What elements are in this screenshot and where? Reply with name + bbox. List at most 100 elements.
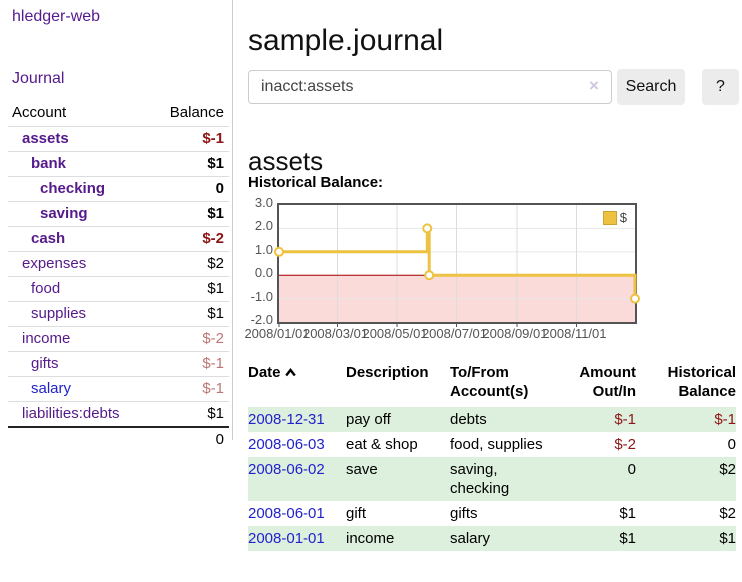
transaction-balance: 0 (727, 436, 736, 453)
accounts-total-balance: 0 (215, 431, 224, 448)
data-point-marker (422, 223, 433, 234)
account-link-gifts[interactable]: gifts (31, 355, 59, 372)
description-column-header: Description (346, 364, 429, 381)
x-axis-tick-label: 2008/03/01 (302, 326, 369, 341)
chart-heading: Historical Balance: (248, 174, 384, 191)
sort-ascending-icon (284, 363, 296, 382)
x-axis-tick-label: 2008/11/01 (542, 326, 607, 341)
transaction-accounts: saving, checking (450, 461, 510, 497)
account-row-assets: assets $-1 (8, 126, 229, 152)
app-brand-link[interactable]: hledger-web (12, 8, 101, 25)
account-column-header: Account (12, 104, 67, 121)
balance-column-header: Balance (169, 104, 224, 121)
transaction-balance: $1 (719, 530, 736, 547)
account-page-title: assets (248, 145, 324, 176)
transaction-amount: $1 (619, 505, 636, 522)
accounts-total-row: 0 (8, 427, 229, 452)
legend-label: $ (619, 210, 627, 225)
account-row-cash: cash $-2 (8, 226, 229, 252)
y-axis-tick-label: -1.0 (250, 288, 273, 304)
x-axis-tick-label: 2008/07/01 (421, 326, 488, 341)
transaction-balance: $-1 (714, 411, 736, 428)
legend-swatch-icon (602, 210, 617, 225)
register-row: 2008-01-01 income salary $1 $1 (248, 526, 736, 551)
y-axis-tick-label: 2.0 (254, 218, 273, 234)
account-balance: $-2 (202, 230, 224, 247)
account-balance: $-1 (202, 130, 224, 147)
account-row-salary: salary $-1 (8, 376, 229, 402)
balance-column-header: Historical Balance (667, 364, 736, 400)
chart-legend: $ (602, 210, 627, 225)
sidebar: hledger-web Journal Account Balance asse… (0, 0, 233, 448)
account-link-assets[interactable]: assets (22, 130, 69, 147)
account-column-header: To/From Account(s) (450, 364, 529, 400)
account-row-bank: bank $1 (8, 151, 229, 177)
account-balance: $1 (207, 305, 224, 322)
sidebar-item-journal[interactable]: Journal (12, 70, 65, 87)
transaction-date-link[interactable]: 2008-01-01 (248, 530, 325, 547)
account-row-gifts: gifts $-1 (8, 351, 229, 377)
date-column-header[interactable]: Date (248, 361, 346, 407)
account-row-liabilities-debts: liabilities:debts $1 (8, 401, 229, 428)
transaction-description: save (346, 461, 378, 478)
transaction-balance: $2 (719, 505, 736, 522)
account-link-food[interactable]: food (31, 280, 61, 297)
account-link-bank[interactable]: bank (31, 155, 67, 172)
search-button[interactable]: Search (617, 69, 685, 105)
transaction-amount: $-2 (614, 436, 636, 453)
transaction-date-link[interactable]: 2008-06-03 (248, 436, 325, 453)
account-link-salary[interactable]: salary (31, 380, 72, 397)
data-point-marker (630, 293, 640, 304)
register-row: 2008-06-03 eat & shop food, supplies $-2… (248, 432, 736, 457)
accounts-table: Account Balance assets $-1 bank $1 check… (8, 100, 229, 452)
account-link-cash[interactable]: cash (31, 230, 66, 247)
account-link-checking[interactable]: checking (40, 180, 106, 197)
clear-search-icon[interactable]: × (589, 76, 599, 95)
account-link-liabilities-debts[interactable]: liabilities:debts (22, 405, 120, 422)
transaction-amount: $-1 (614, 411, 636, 428)
account-balance: $2 (207, 255, 224, 272)
page-title: sample.journal (248, 24, 444, 58)
account-balance: $-1 (202, 380, 224, 397)
transaction-accounts: gifts (450, 505, 478, 522)
transaction-date-link[interactable]: 2008-06-02 (248, 461, 325, 478)
account-balance: $1 (207, 405, 224, 422)
chart-canvas (274, 205, 640, 327)
account-balance: $1 (207, 205, 224, 222)
account-row-supplies: supplies $1 (8, 301, 229, 327)
transaction-accounts: salary (450, 530, 491, 547)
account-link-expenses[interactable]: expenses (22, 255, 87, 272)
transaction-date-link[interactable]: 2008-06-01 (248, 505, 325, 522)
x-axis-tick-label: 2008/09/01 (482, 326, 548, 341)
transaction-date-link[interactable]: 2008-12-31 (248, 411, 325, 428)
account-balance: $-2 (202, 330, 224, 347)
account-link-income[interactable]: income (22, 330, 71, 347)
transaction-description: eat & shop (346, 436, 418, 453)
historical-balance-chart: $ 3.0 2.0 1.0 0.0 -1.0 -2.0 2008/01/01 2008/03/… (244, 194, 688, 346)
chart-plot-area: $ (274, 203, 640, 327)
register-header-row: Date Description To/From Account(s) Amou… (248, 361, 736, 407)
transaction-accounts: food, supplies (450, 436, 543, 453)
y-axis-tick-label: -2.0 (250, 312, 273, 327)
data-point-marker (424, 270, 435, 281)
transaction-description: gift (346, 505, 367, 522)
register-row: 2008-06-01 gift gifts $1 $2 (248, 501, 736, 526)
help-button[interactable]: ? (702, 69, 739, 105)
transaction-description: income (346, 530, 395, 547)
x-axis-tick-label: 2008/05/01 (362, 326, 428, 341)
x-axis-tick-label: 2008/01/01 (244, 326, 310, 341)
account-link-saving[interactable]: saving (40, 205, 88, 222)
accounts-table-header-row: Account Balance (8, 100, 229, 127)
account-balance: 0 (215, 180, 224, 197)
register-row: 2008-12-31 pay off debts $-1 $-1 (248, 407, 736, 432)
account-row-food: food $1 (8, 276, 229, 302)
data-point-marker (274, 246, 284, 257)
y-axis-tick-label: 0.0 (254, 265, 273, 281)
account-link-supplies[interactable]: supplies (31, 305, 87, 322)
transaction-description: pay off (346, 411, 391, 428)
y-axis-tick-label: 1.0 (254, 241, 273, 257)
register-row: 2008-06-02 save saving, checking 0 $2 (248, 457, 736, 501)
account-balance: $1 (207, 280, 224, 297)
account-balance: $-1 (202, 355, 224, 372)
search-input[interactable] (248, 70, 612, 104)
